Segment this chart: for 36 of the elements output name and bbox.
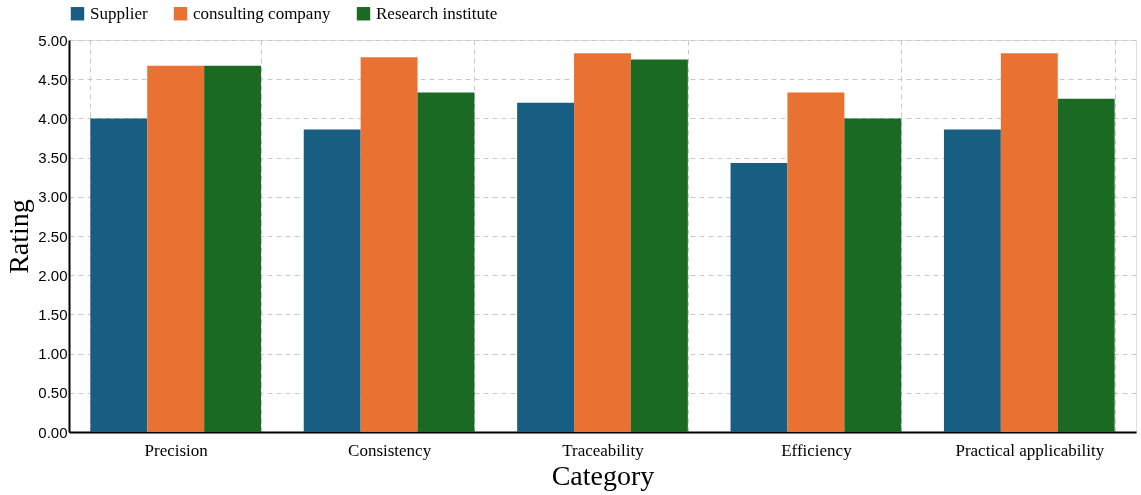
bar [787, 92, 845, 432]
y-tick-label: 3.50 [38, 149, 68, 167]
y-tick-label: 2.00 [38, 266, 68, 284]
bar [90, 118, 148, 432]
y-tick-label: 2.50 [38, 227, 68, 245]
y-tick-label: 4.00 [38, 109, 68, 127]
x-tick-label: Consistency [348, 440, 432, 460]
y-tick-label: 0.00 [38, 423, 68, 441]
x-tick-label: Precision [144, 440, 209, 460]
bar [303, 129, 361, 432]
bar [574, 53, 631, 432]
bar [1000, 53, 1058, 432]
bar [730, 163, 788, 432]
y-tick-label: 4.50 [38, 70, 68, 88]
bar [204, 65, 262, 432]
legend-label: consulting company [193, 3, 331, 23]
bar [360, 57, 418, 432]
x-tick-label: Traceability [562, 440, 645, 460]
bar [630, 59, 688, 432]
legend-label: Research institute [376, 3, 498, 23]
x-tick-label: Efficiency [781, 440, 853, 460]
y-tick-label: 0.50 [38, 384, 68, 402]
x-axis-title: Category [551, 459, 655, 491]
legend-label: Supplier [90, 3, 148, 23]
bar [517, 102, 575, 432]
y-tick-label: 3.00 [38, 188, 68, 206]
y-tick-label: 1.50 [38, 305, 68, 323]
bar [147, 65, 205, 432]
x-tick-label: Practical applicability [955, 440, 1105, 460]
bar [844, 118, 902, 432]
bar [1057, 98, 1115, 432]
y-tick-label: 5.00 [38, 31, 68, 49]
bar [943, 129, 1001, 432]
bar [417, 92, 475, 432]
y-tick-label: 1.00 [38, 345, 68, 363]
y-axis-title: Rating [3, 199, 35, 274]
